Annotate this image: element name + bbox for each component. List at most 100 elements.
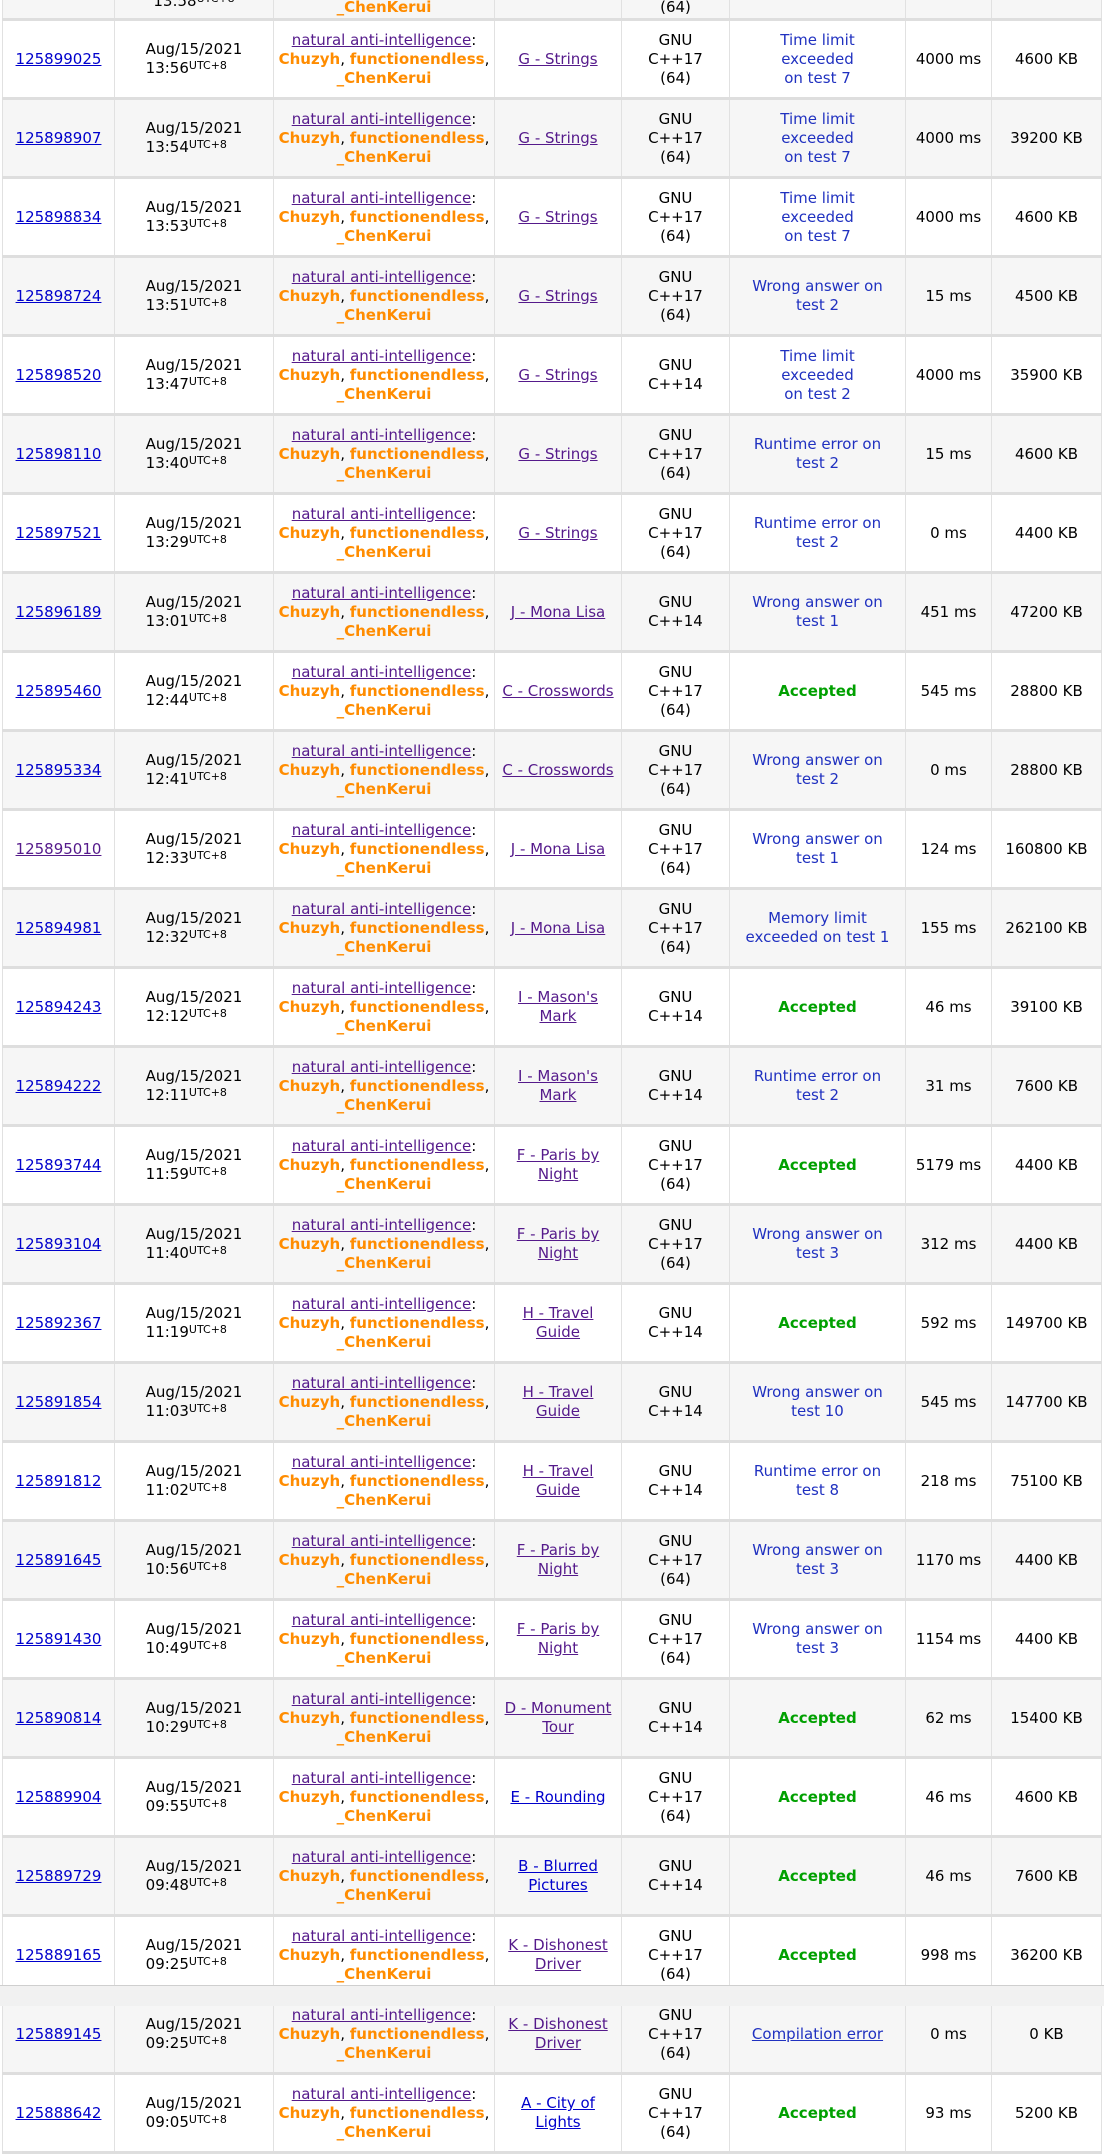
submission-id-link[interactable]: 125898724 bbox=[15, 286, 102, 305]
submission-id-link[interactable]: 125890814 bbox=[15, 1708, 102, 1727]
user-handle-link[interactable]: functionendless bbox=[349, 1471, 485, 1490]
user-handle-link[interactable]: functionendless bbox=[349, 1313, 485, 1332]
user-handle-link[interactable]: _ChenKerui bbox=[336, 1806, 432, 1825]
team-name-link[interactable]: natural anti-intelligence bbox=[291, 1531, 472, 1550]
user-handle-link[interactable]: _ChenKerui bbox=[336, 147, 432, 166]
problem-link[interactable]: F - Paris by Night bbox=[516, 1541, 600, 1578]
problem-link[interactable]: I - Mason's Mark bbox=[518, 988, 598, 1025]
user-handle-link[interactable]: _ChenKerui bbox=[336, 1727, 432, 1746]
user-handle-link[interactable]: functionendless bbox=[349, 1629, 485, 1648]
user-handle-link[interactable]: Chuzyh bbox=[278, 760, 341, 779]
submission-id-link[interactable]: 125896189 bbox=[15, 602, 102, 621]
team-name-link[interactable]: natural anti-intelligence bbox=[291, 820, 472, 839]
team-name-link[interactable]: natural anti-intelligence bbox=[291, 1610, 472, 1629]
team-name-link[interactable]: natural anti-intelligence bbox=[291, 1689, 472, 1708]
problem-link[interactable]: J - Mona Lisa bbox=[510, 602, 606, 621]
user-handle-link[interactable]: functionendless bbox=[349, 286, 485, 305]
user-handle-link[interactable]: _ChenKerui bbox=[336, 384, 432, 403]
submission-id-link[interactable]: 125894243 bbox=[15, 997, 102, 1016]
user-handle-link[interactable]: Chuzyh bbox=[278, 207, 341, 226]
problem-link[interactable]: H - Travel Guide bbox=[522, 1304, 594, 1341]
user-handle-link[interactable]: _ChenKerui bbox=[336, 621, 432, 640]
submission-id-link[interactable]: 125889904 bbox=[15, 1787, 102, 1806]
user-handle-link[interactable]: _ChenKerui bbox=[336, 463, 432, 482]
user-handle-link[interactable]: Chuzyh bbox=[278, 523, 341, 542]
user-handle-link[interactable]: Chuzyh bbox=[278, 1708, 341, 1727]
team-name-link[interactable]: natural anti-intelligence bbox=[291, 1215, 472, 1234]
user-handle-link[interactable]: Chuzyh bbox=[278, 602, 341, 621]
team-name-link[interactable]: natural anti-intelligence bbox=[291, 1452, 472, 1471]
team-name-link[interactable]: natural anti-intelligence bbox=[291, 1057, 472, 1076]
user-handle-link[interactable]: _ChenKerui bbox=[336, 1648, 432, 1667]
problem-link[interactable]: G - Strings bbox=[518, 49, 598, 68]
submission-id-link[interactable]: 125891854 bbox=[15, 1392, 102, 1411]
submission-id-link[interactable]: 125894222 bbox=[15, 1076, 102, 1095]
user-handle-link[interactable]: _ChenKerui bbox=[336, 700, 432, 719]
user-handle-link[interactable]: functionendless bbox=[349, 1550, 485, 1569]
problem-link[interactable]: G - Strings bbox=[518, 207, 598, 226]
user-handle-link[interactable]: _ChenKerui bbox=[336, 2043, 432, 2062]
user-handle-link[interactable]: _ChenKerui bbox=[336, 1332, 432, 1351]
user-handle-link[interactable]: functionendless bbox=[349, 207, 485, 226]
user-handle-link[interactable]: functionendless bbox=[349, 1866, 485, 1885]
problem-link[interactable]: A - City of Lights bbox=[521, 2094, 595, 2131]
problem-link[interactable]: G - Strings bbox=[518, 444, 598, 463]
problem-link[interactable]: J - Mona Lisa bbox=[510, 918, 606, 937]
user-handle-link[interactable]: Chuzyh bbox=[278, 1155, 341, 1174]
user-handle-link[interactable]: functionendless bbox=[349, 760, 485, 779]
team-name-link[interactable]: natural anti-intelligence bbox=[291, 30, 472, 49]
user-handle-link[interactable]: Chuzyh bbox=[278, 444, 341, 463]
user-handle-link[interactable]: _ChenKerui bbox=[336, 68, 432, 87]
submission-id-link[interactable]: 125898834 bbox=[15, 207, 102, 226]
user-handle-link[interactable]: Chuzyh bbox=[278, 1313, 341, 1332]
user-handle-link[interactable]: _ChenKerui bbox=[336, 542, 432, 561]
problem-link[interactable]: G - Strings bbox=[518, 128, 598, 147]
problem-link[interactable]: F - Paris by Night bbox=[516, 1620, 600, 1657]
submission-id-link[interactable]: 125891430 bbox=[15, 1629, 102, 1648]
user-handle-link[interactable]: Chuzyh bbox=[278, 918, 341, 937]
user-handle-link[interactable]: _ChenKerui bbox=[336, 1490, 432, 1509]
user-handle-link[interactable]: _ChenKerui bbox=[336, 2122, 432, 2141]
submission-id-link[interactable]: 125898110 bbox=[15, 444, 102, 463]
user-handle-link[interactable]: Chuzyh bbox=[278, 1945, 341, 1964]
user-handle-link[interactable]: Chuzyh bbox=[278, 1787, 341, 1806]
team-name-link[interactable]: natural anti-intelligence bbox=[291, 1294, 472, 1313]
user-handle-link[interactable]: _ChenKerui bbox=[336, 858, 432, 877]
problem-link[interactable]: G - Strings bbox=[518, 365, 598, 384]
problem-link[interactable]: G - Strings bbox=[518, 523, 598, 542]
user-handle-link[interactable]: _ChenKerui bbox=[336, 1411, 432, 1430]
problem-link[interactable]: G - Strings bbox=[518, 286, 598, 305]
user-handle-link[interactable]: functionendless bbox=[349, 1945, 485, 1964]
team-name-link[interactable]: natural anti-intelligence bbox=[291, 425, 472, 444]
user-handle-link[interactable]: Chuzyh bbox=[278, 681, 341, 700]
problem-link[interactable]: C - Crosswords bbox=[502, 760, 614, 779]
user-handle-link[interactable]: _ChenKerui bbox=[336, 1253, 432, 1272]
user-handle-link[interactable]: functionendless bbox=[349, 1392, 485, 1411]
user-handle-link[interactable]: Chuzyh bbox=[278, 1550, 341, 1569]
problem-link[interactable]: H - Travel Guide bbox=[522, 1462, 594, 1499]
submission-id-link[interactable]: 125897521 bbox=[15, 523, 102, 542]
submission-id-link[interactable]: 125898520 bbox=[15, 365, 102, 384]
user-handle-link[interactable]: functionendless bbox=[349, 1787, 485, 1806]
user-handle-link[interactable]: functionendless bbox=[349, 2024, 485, 2043]
team-name-link[interactable]: natural anti-intelligence bbox=[291, 504, 472, 523]
problem-link[interactable]: E - Rounding bbox=[510, 1787, 606, 1806]
submission-id-link[interactable]: 125892367 bbox=[15, 1313, 102, 1332]
user-handle-link[interactable]: functionendless bbox=[349, 1155, 485, 1174]
problem-link[interactable]: J - Mona Lisa bbox=[510, 839, 606, 858]
team-name-link[interactable]: natural anti-intelligence bbox=[291, 1373, 472, 1392]
user-handle-link[interactable]: Chuzyh bbox=[278, 1866, 341, 1885]
problem-link[interactable]: F - Paris by Night bbox=[516, 1225, 600, 1262]
submission-id-link[interactable]: 125894981 bbox=[15, 918, 102, 937]
submission-id-link[interactable]: 125888642 bbox=[15, 2103, 102, 2122]
submission-id-link[interactable]: 125895460 bbox=[15, 681, 102, 700]
problem-link[interactable]: I - Mason's Mark bbox=[518, 1067, 598, 1104]
submission-id-link[interactable]: 125889729 bbox=[15, 1866, 102, 1885]
team-name-link[interactable]: natural anti-intelligence bbox=[291, 662, 472, 681]
user-handle-link[interactable]: functionendless bbox=[349, 365, 485, 384]
team-name-link[interactable]: natural anti-intelligence bbox=[291, 583, 472, 602]
problem-link[interactable]: K - Dishonest Driver bbox=[508, 1936, 608, 1973]
problem-link[interactable]: B - Blurred Pictures bbox=[518, 1857, 598, 1894]
user-handle-link[interactable]: functionendless bbox=[349, 49, 485, 68]
submission-id-link[interactable]: 125889165 bbox=[15, 1945, 102, 1964]
